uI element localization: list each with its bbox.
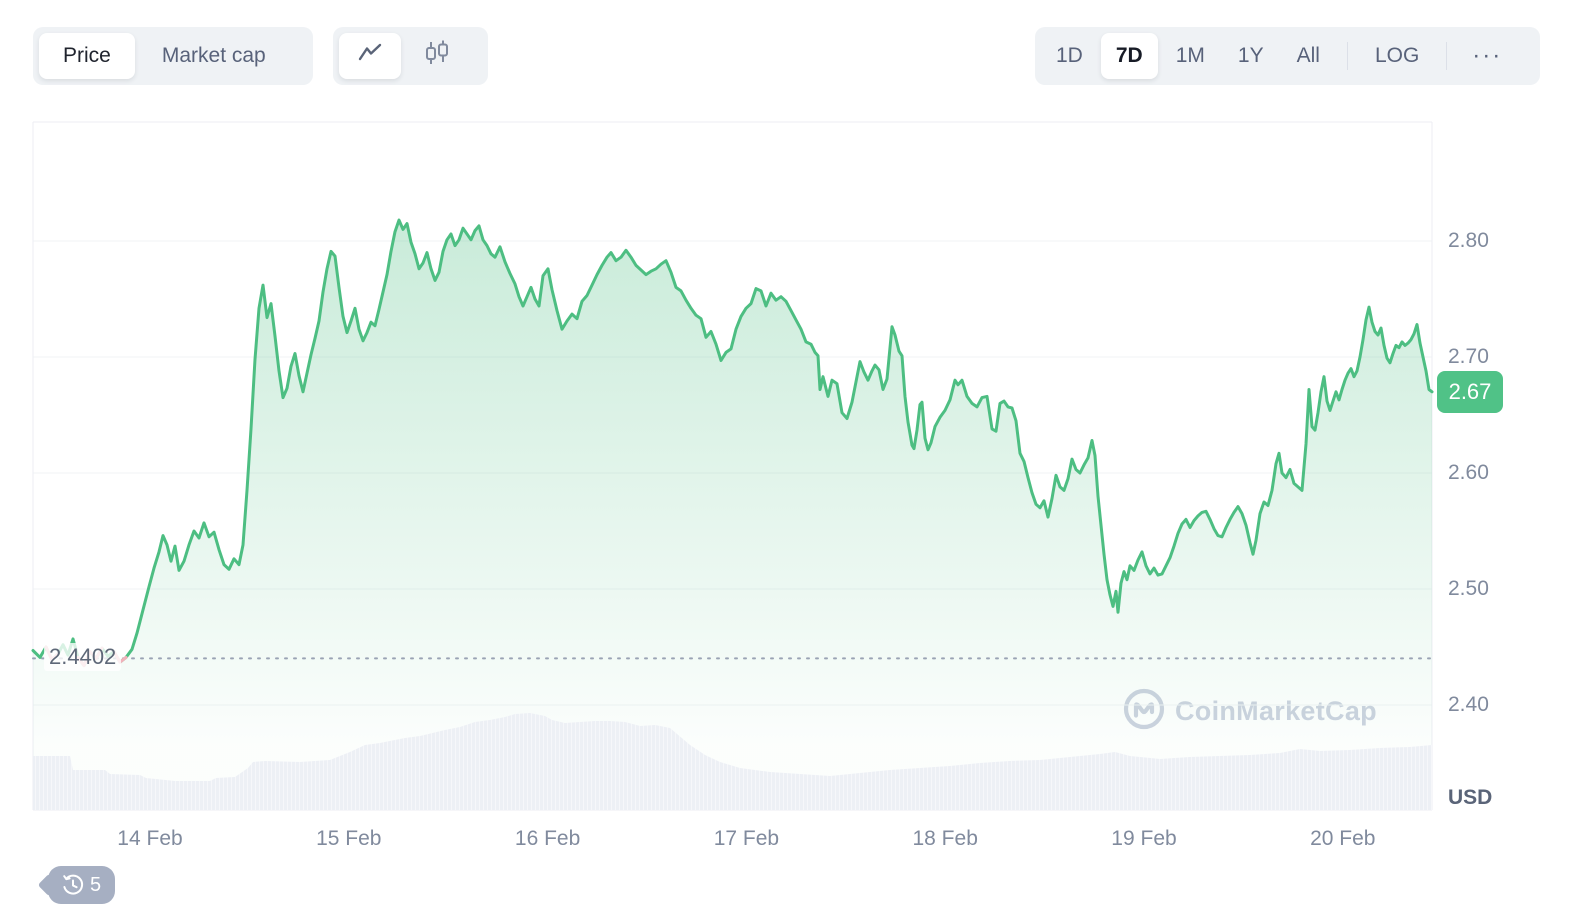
x-axis-label: 15 Feb <box>316 827 382 850</box>
x-axis-label: 14 Feb <box>117 827 183 850</box>
x-axis-label: 16 Feb <box>514 827 581 850</box>
history-badge[interactable]: 5 <box>37 866 116 904</box>
x-axis-label: 18 Feb <box>912 827 978 850</box>
range-1m[interactable]: 1M <box>1175 44 1205 67</box>
x-axis-label: 17 Feb <box>713 827 780 850</box>
range-1y[interactable]: 1Y <box>1237 44 1264 67</box>
candlestick-chart-button[interactable] <box>404 33 470 79</box>
line-chart-button[interactable] <box>339 33 401 79</box>
range-1d[interactable]: 1D <box>1056 44 1083 67</box>
range-toggle: 1D 7D 1M 1Y All LOG ··· <box>1035 27 1540 85</box>
y-axis-label: 2.80 <box>1448 229 1489 252</box>
history-clock-icon <box>62 874 84 896</box>
y-axis-label: 2.40 <box>1448 693 1489 716</box>
range-all[interactable]: All <box>1296 44 1320 67</box>
metric-toggle: Price Market cap <box>33 27 313 85</box>
candlestick-icon <box>422 40 452 72</box>
x-axis-label: 20 Feb <box>1310 827 1376 850</box>
log-scale-button[interactable]: LOG <box>1374 44 1420 67</box>
y-axis-label: 2.60 <box>1448 461 1489 484</box>
baseline-price-label: 2.4402 <box>44 643 122 672</box>
y-axis-label: 2.70 <box>1448 345 1489 368</box>
divider <box>1446 42 1448 70</box>
tab-market-cap[interactable]: Market cap <box>161 44 266 67</box>
history-count: 5 <box>90 873 102 896</box>
more-options-button[interactable]: ··· <box>1472 42 1503 69</box>
tab-price[interactable]: Price <box>39 33 135 79</box>
last-price-badge: 2.67 <box>1437 370 1503 413</box>
x-axis-label: 19 Feb <box>1111 827 1177 850</box>
chart-type-toggle <box>333 27 488 85</box>
line-chart-icon <box>357 43 383 69</box>
range-7d[interactable]: 7D <box>1100 33 1158 79</box>
y-axis-label: 2.50 <box>1448 577 1489 600</box>
divider <box>1346 42 1348 70</box>
currency-unit-label: USD <box>1448 786 1493 809</box>
